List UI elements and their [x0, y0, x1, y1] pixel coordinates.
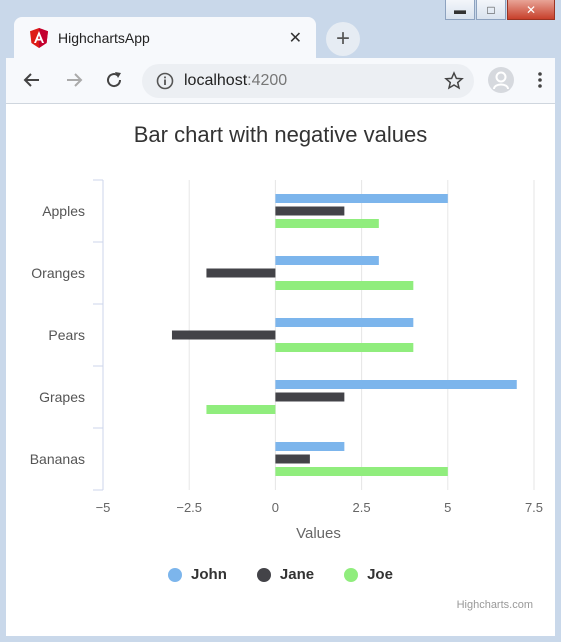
category-label: Pears: [48, 327, 85, 343]
forward-button[interactable]: [62, 68, 86, 92]
bar-jane: [275, 392, 345, 402]
url-text: localhost:4200: [184, 72, 287, 90]
bar-jane: [171, 330, 276, 340]
bar-john: [275, 318, 414, 327]
x-tick-label: −2.5: [176, 500, 202, 515]
maximize-icon: □: [487, 2, 495, 17]
bar-joe: [275, 467, 448, 476]
kebab-menu-icon: [538, 72, 542, 88]
window-controls: ▬ □ ✕: [444, 0, 555, 22]
category-label: Oranges: [31, 265, 85, 281]
bar-joe: [275, 281, 414, 290]
x-tick-label: 7.5: [525, 500, 543, 515]
close-icon: ✕: [525, 2, 537, 17]
bar-jane: [275, 206, 345, 216]
browser-tab[interactable]: HighchartsApp ✕: [14, 17, 316, 58]
tab-title: HighchartsApp: [58, 29, 150, 46]
url-host: localhost: [184, 72, 248, 89]
legend-item-jane[interactable]: Jane: [256, 566, 315, 583]
profile-avatar[interactable]: [488, 67, 514, 93]
back-arrow-icon: [23, 73, 39, 87]
browser-toolbar: localhost:4200: [6, 58, 555, 104]
forward-arrow-icon: [67, 73, 83, 87]
legend-marker: [168, 567, 183, 582]
back-button[interactable]: [20, 68, 44, 92]
bar-joe: [206, 405, 276, 414]
x-tick-label: 0: [272, 500, 279, 515]
info-icon[interactable]: [156, 72, 174, 90]
bar-john: [275, 194, 448, 203]
legend-marker: [344, 567, 359, 582]
legend-item-joe[interactable]: Joe: [344, 566, 393, 583]
angular-icon: [30, 27, 48, 48]
highcharts-credits[interactable]: Highcharts.com: [456, 599, 533, 611]
category-label: Apples: [42, 203, 85, 219]
legend-label: John: [191, 566, 227, 583]
reload-icon: [107, 72, 122, 88]
x-tick-label: 2.5: [353, 500, 371, 515]
maximize-button[interactable]: □: [476, 0, 506, 20]
legend-marker: [256, 567, 271, 582]
category-label: Bananas: [30, 451, 85, 467]
url-port: :4200: [247, 72, 288, 89]
minimize-icon: ▬: [454, 2, 466, 17]
category-label: Grapes: [39, 389, 85, 405]
close-window-button[interactable]: ✕: [507, 0, 555, 20]
new-tab-button[interactable]: +: [326, 22, 360, 56]
bar-john: [275, 256, 379, 265]
tab-close-icon[interactable]: ✕: [288, 30, 302, 47]
legend-item-john[interactable]: John: [168, 566, 227, 583]
bar-john: [275, 442, 345, 451]
chart-legend: John Jane Joe: [6, 566, 555, 583]
bar-jane: [275, 454, 310, 464]
page-content: Bar chart with negative values −5 −2.5 0 2.…: [6, 104, 555, 636]
x-axis-title: Values: [296, 525, 341, 542]
bookmark-star-icon[interactable]: [444, 71, 464, 91]
x-tick-label: −5: [96, 500, 111, 515]
reload-button[interactable]: [102, 68, 126, 92]
bar-john: [275, 380, 517, 389]
chart-title: Bar chart with negative values: [133, 122, 428, 147]
x-tick-label: 5: [444, 500, 451, 515]
minimize-button[interactable]: ▬: [445, 0, 475, 20]
bar-joe: [275, 219, 379, 228]
bar-jane: [206, 268, 276, 278]
profile-icon: [493, 71, 509, 89]
bar-chart: −5 −2.5 0 2.5 5 7.5 Apples Oranges Pears Grapes Ba…: [30, 179, 543, 542]
bar-joe: [275, 343, 414, 352]
legend-label: Jane: [279, 566, 315, 583]
menu-button[interactable]: [528, 68, 552, 92]
legend-label: Joe: [367, 566, 393, 583]
address-bar[interactable]: localhost:4200: [142, 64, 474, 98]
